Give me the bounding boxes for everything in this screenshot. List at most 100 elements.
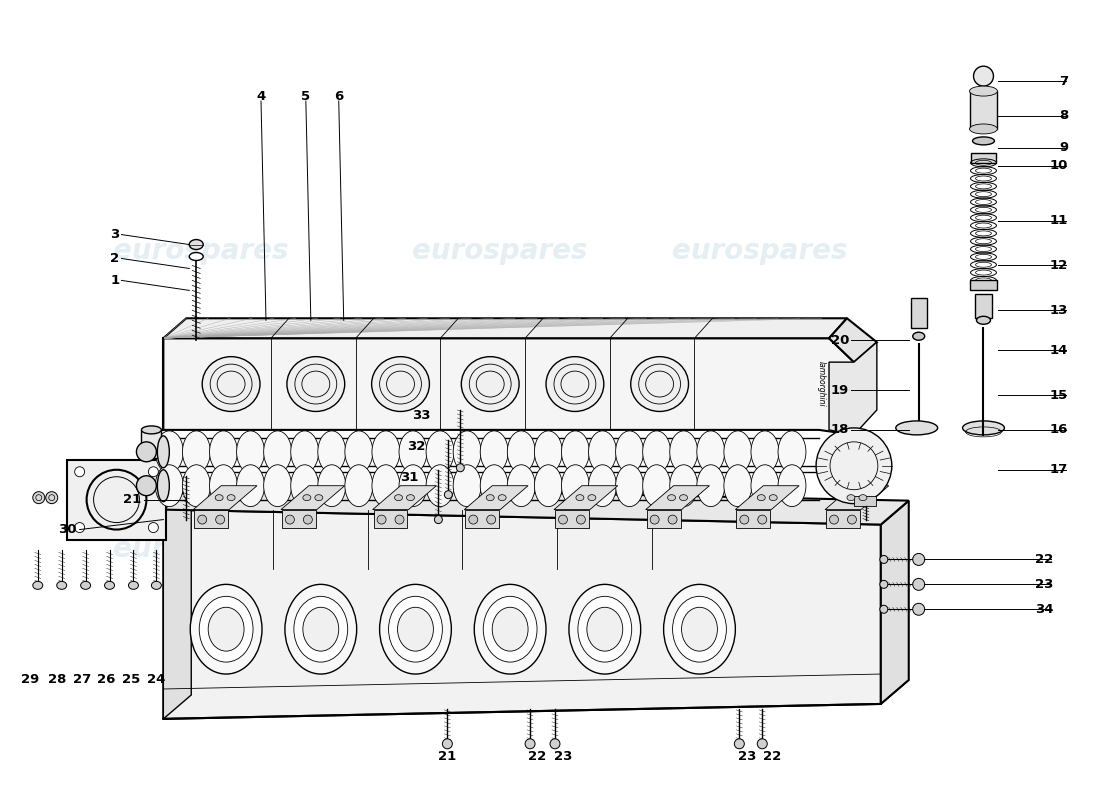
Text: 2: 2	[110, 252, 120, 265]
Ellipse shape	[290, 431, 319, 473]
Ellipse shape	[578, 596, 631, 662]
Polygon shape	[464, 486, 528, 510]
Polygon shape	[163, 486, 909, 525]
Ellipse shape	[546, 357, 604, 411]
Ellipse shape	[302, 494, 311, 501]
Ellipse shape	[913, 332, 925, 340]
Text: 28: 28	[47, 673, 66, 686]
Ellipse shape	[483, 596, 537, 662]
Polygon shape	[829, 318, 877, 362]
Ellipse shape	[152, 582, 162, 590]
Text: 15: 15	[1049, 389, 1068, 402]
Ellipse shape	[587, 607, 623, 651]
Circle shape	[816, 428, 892, 504]
Ellipse shape	[318, 465, 345, 506]
Ellipse shape	[315, 494, 322, 501]
Ellipse shape	[209, 431, 238, 473]
Text: 24: 24	[147, 673, 166, 686]
Polygon shape	[67, 460, 166, 539]
Ellipse shape	[507, 465, 536, 506]
Text: 11: 11	[1049, 214, 1068, 227]
Bar	[911, 298, 926, 328]
Circle shape	[880, 580, 888, 588]
Ellipse shape	[778, 465, 806, 506]
Polygon shape	[736, 510, 770, 527]
Polygon shape	[282, 510, 316, 527]
Ellipse shape	[616, 465, 644, 506]
Ellipse shape	[395, 494, 403, 501]
Ellipse shape	[318, 431, 345, 473]
Ellipse shape	[216, 515, 224, 524]
Ellipse shape	[969, 86, 998, 96]
Polygon shape	[554, 486, 618, 510]
Ellipse shape	[829, 515, 838, 524]
Ellipse shape	[399, 431, 427, 473]
Bar	[969, 281, 998, 290]
Bar	[970, 153, 997, 163]
Ellipse shape	[735, 739, 745, 749]
Ellipse shape	[183, 431, 210, 473]
Ellipse shape	[444, 490, 452, 498]
Text: 8: 8	[1059, 110, 1068, 122]
Circle shape	[880, 555, 888, 563]
Polygon shape	[374, 510, 407, 527]
Ellipse shape	[236, 465, 264, 506]
Text: 34: 34	[1035, 602, 1053, 616]
Ellipse shape	[969, 124, 998, 134]
Ellipse shape	[453, 431, 481, 473]
Ellipse shape	[142, 426, 162, 434]
Bar	[854, 496, 876, 506]
Polygon shape	[163, 318, 847, 338]
Text: 19: 19	[830, 383, 849, 397]
Ellipse shape	[302, 607, 339, 651]
Ellipse shape	[199, 596, 253, 662]
Ellipse shape	[33, 582, 43, 590]
Text: eurospares: eurospares	[113, 237, 289, 265]
Ellipse shape	[561, 431, 590, 473]
Bar	[969, 91, 998, 129]
Ellipse shape	[486, 494, 494, 501]
Ellipse shape	[668, 494, 675, 501]
Text: 33: 33	[411, 410, 430, 422]
Ellipse shape	[198, 515, 207, 524]
Ellipse shape	[535, 431, 562, 473]
Ellipse shape	[377, 515, 386, 524]
Ellipse shape	[285, 584, 356, 674]
Ellipse shape	[724, 465, 751, 506]
Ellipse shape	[434, 515, 442, 523]
Ellipse shape	[751, 465, 779, 506]
Ellipse shape	[236, 431, 264, 473]
Polygon shape	[881, 501, 909, 704]
Polygon shape	[829, 342, 877, 435]
Ellipse shape	[616, 431, 644, 473]
Ellipse shape	[576, 515, 585, 524]
Circle shape	[880, 606, 888, 614]
Ellipse shape	[395, 515, 404, 524]
Ellipse shape	[388, 596, 442, 662]
Ellipse shape	[157, 470, 169, 502]
Text: 14: 14	[1049, 344, 1068, 357]
Text: 22: 22	[528, 750, 547, 763]
Text: 18: 18	[830, 423, 849, 436]
Ellipse shape	[407, 494, 415, 501]
Text: 27: 27	[73, 673, 91, 686]
Circle shape	[913, 603, 925, 615]
Ellipse shape	[372, 465, 400, 506]
Ellipse shape	[208, 607, 244, 651]
Text: eurospares: eurospares	[412, 237, 587, 265]
Ellipse shape	[740, 515, 749, 524]
Bar	[975, 294, 992, 318]
Text: eurospares: eurospares	[113, 535, 289, 563]
Ellipse shape	[559, 515, 568, 524]
Ellipse shape	[453, 465, 481, 506]
Text: 23: 23	[1035, 578, 1053, 591]
Ellipse shape	[481, 431, 508, 473]
Ellipse shape	[264, 465, 292, 506]
Ellipse shape	[682, 607, 717, 651]
Ellipse shape	[680, 494, 688, 501]
Ellipse shape	[895, 421, 937, 435]
Text: eurospares: eurospares	[671, 535, 847, 563]
Ellipse shape	[778, 431, 806, 473]
Text: 7: 7	[1059, 74, 1068, 88]
Ellipse shape	[962, 421, 1004, 435]
